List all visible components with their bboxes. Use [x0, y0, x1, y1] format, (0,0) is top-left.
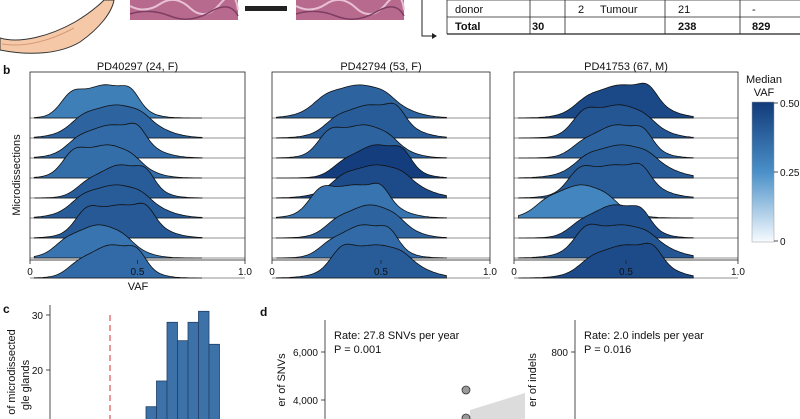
x-tick-label: 0: [511, 267, 517, 278]
ridge-density: [275, 102, 447, 139]
x-tick-label: 0.5: [131, 267, 145, 278]
ridge-density: [517, 144, 694, 179]
legend-title: VAF: [754, 87, 775, 99]
x-tick-label: 0: [27, 267, 33, 278]
snv-confidence-band: [470, 393, 525, 419]
table-cell-total: 30: [532, 21, 544, 33]
ridge-density: [518, 184, 694, 219]
hist-ylabel: gle glands: [20, 359, 32, 410]
ridge-density: [276, 224, 447, 259]
ridge-xlabel: VAF: [128, 281, 149, 293]
legend-title: Median: [746, 74, 782, 86]
table-cell: Tumour: [600, 4, 638, 16]
legend-tick: 0.25: [780, 168, 800, 179]
panel-label-c: c: [3, 302, 10, 316]
ridge-density: [517, 162, 694, 199]
ridge-ylabel: Microdissections: [11, 134, 23, 216]
ridge-density: [275, 84, 447, 119]
donor-title: PD41753 (67, M): [584, 61, 668, 73]
histogram-bar: [166, 321, 178, 419]
donor-title: PD40297 (24, F): [97, 61, 178, 73]
snv-rate-annotation: Rate: 27.8 SNVs per year: [334, 330, 460, 342]
ridge-density: [34, 164, 203, 199]
panel-a: donor 2 Tumour 21 - Total 30 238 829: [0, 0, 800, 54]
indel-ylabel: er of indels: [527, 353, 539, 407]
ridge-panel: PD40297 (24, F) 0 0.5 1.0: [27, 61, 252, 279]
ridge-panel: PD41753 (67, M) 0 0.5 1.0: [511, 61, 745, 279]
ridge-density: [275, 204, 447, 239]
indel-p-annotation: P = 0.016: [584, 344, 631, 356]
ridge-density: [275, 164, 447, 199]
snv-data-point: [461, 413, 471, 419]
ridge-density: [518, 104, 694, 139]
legend-tick: 0.50: [780, 99, 800, 110]
ridge-density: [33, 244, 202, 279]
hist-ytick: 20: [32, 366, 44, 377]
ridge-density: [275, 243, 447, 279]
indel-ytick: 800: [551, 348, 568, 359]
ridge-density: [33, 84, 202, 119]
x-tick-label: 1.0: [483, 267, 497, 278]
histogram-bar: [208, 343, 220, 419]
table-cell-total: Total: [455, 21, 480, 33]
histogram-bar: [156, 380, 168, 419]
histogram-bar: [145, 406, 157, 419]
legend-colour-bar: [751, 101, 775, 243]
ridge-density: [518, 124, 694, 159]
ridge-density: [518, 204, 694, 239]
table-cell: 21: [678, 4, 690, 16]
histogram-bar: [177, 340, 189, 419]
ridge-density: [33, 202, 203, 239]
histogram-bar: [187, 321, 199, 419]
ridge-density: [33, 144, 203, 179]
histogram-bars: [145, 310, 220, 419]
flow-arrow: [421, 0, 432, 37]
intestine-illustration: [0, 0, 115, 54]
snv-p-annotation: P = 0.001: [334, 344, 381, 356]
ridge-density: [33, 104, 203, 139]
hist-ytick: 30: [32, 311, 44, 322]
table-cell-total: 829: [752, 21, 770, 33]
panel-label-b: b: [3, 63, 10, 77]
ridge-density: [33, 224, 202, 259]
ridgeline-plots: PD40297 (24, F) 0 0.5 1.0 PD42794 (53, F) 0 0.…: [27, 61, 745, 279]
snv-ytick: 6,000: [293, 348, 318, 359]
ridge-density: [33, 184, 203, 219]
panel-label-d: d: [260, 305, 267, 319]
snv-ytick: 4,000: [293, 396, 318, 407]
vaf-colour-legend: Median VAF 0.50 0.25 0: [746, 74, 800, 248]
ridge-density: [517, 82, 694, 119]
x-tick-label: 0.5: [374, 267, 388, 278]
summary-table: donor 2 Tumour 21 - Total 30 238 829: [446, 0, 800, 35]
legend-tick: 0: [780, 237, 786, 248]
table-cell: -: [752, 4, 756, 16]
connector-bar: [245, 6, 287, 11]
ridge-density: [518, 242, 694, 279]
x-tick-label: 0: [269, 267, 275, 278]
snv-data-point: [461, 385, 471, 395]
ridge-density: [275, 182, 447, 219]
hist-ylabel: of microdissected: [6, 329, 18, 415]
donor-title: PD42794 (53, F): [340, 61, 421, 73]
table-cell-total: 238: [678, 21, 696, 33]
x-tick-label: 1.0: [238, 267, 252, 278]
indel-rate-annotation: Rate: 2.0 indels per year: [584, 330, 704, 342]
histogram-bar: [198, 310, 210, 419]
x-tick-label: 0.5: [619, 267, 633, 278]
snv-ylabel: er of SNVs: [276, 353, 288, 407]
table-cell: 2: [578, 4, 584, 16]
ridge-panel: PD42794 (53, F) 0 0.5 1.0: [269, 61, 497, 279]
x-tick-label: 1.0: [731, 267, 745, 278]
ridge-density: [276, 144, 447, 179]
table-cell: donor: [455, 4, 483, 16]
